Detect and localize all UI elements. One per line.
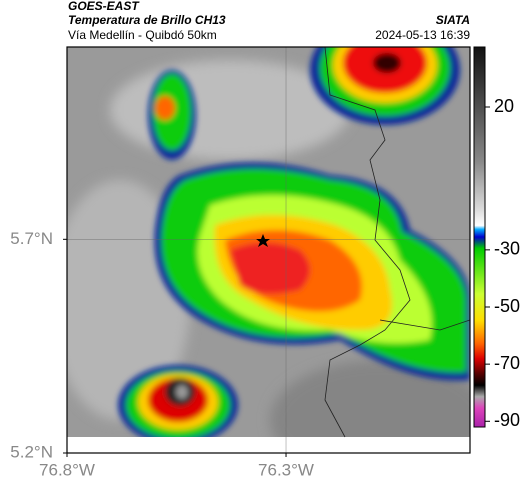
- x-tick-label: 76.3°W: [258, 460, 314, 479]
- colorbar-tick-label: -30: [494, 239, 520, 259]
- route: Vía Medellín - Quibdó 50km: [68, 28, 217, 42]
- subtitle: Temperatura de Brillo CH13: [68, 13, 226, 27]
- source: SIATA: [436, 13, 470, 27]
- satellite-image: [67, 47, 470, 453]
- colorbar-tick-label: -50: [494, 296, 520, 316]
- colorbar: [473, 46, 486, 428]
- y-tick-label: 5.7°N: [10, 229, 53, 248]
- y-tick-label: 5.2°N: [10, 442, 53, 461]
- title: GOES-EAST: [68, 0, 140, 13]
- colorbar-tick-label: -70: [494, 353, 520, 373]
- location-marker: [256, 234, 270, 247]
- datetime: 2024-05-13 16:39: [375, 28, 470, 42]
- colorbar-tick-label: -90: [494, 410, 520, 430]
- colorbar-tick-label: 20: [494, 96, 514, 116]
- map-frame: [66, 46, 471, 454]
- x-tick-label: 76.8°W: [39, 460, 95, 479]
